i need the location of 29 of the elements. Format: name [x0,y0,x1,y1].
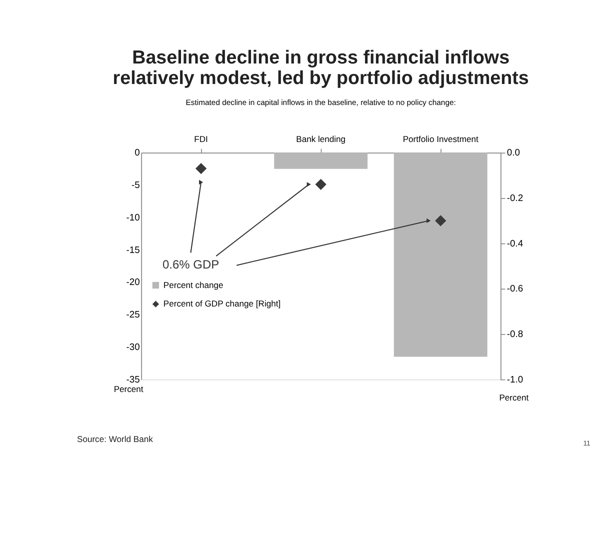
y-tick-label: -20 [126,276,140,288]
point [195,162,207,174]
y2-tick-label: -0.8 [506,328,524,340]
x-tick-label: Bank lending [296,134,346,144]
point [435,215,446,226]
y2-axis-title: Percent [499,392,530,402]
y-tick-label: -25 [126,308,140,320]
chart-subtitle: Estimated decline in capital inflows in the baseline, relative to no policy change: [186,98,456,107]
y-tick-label: -30 [126,341,140,352]
y-tick-label: -5 [132,179,140,190]
x-tick-label: Portfolio Investment [402,134,479,144]
y-tick-label: -10 [126,211,140,222]
legend-label: Percent change [163,280,224,290]
y-tick-label: -35 [126,373,140,384]
y2-tick-label: -1.0 [506,373,524,384]
text: Baseline decline in gross financial inflows [132,46,510,68]
x-tick-label: FDI [194,134,208,144]
y2-tick-label: -0.4 [506,237,524,248]
legend-label: Percent of GDP change [Right] [163,298,281,309]
y2-tick-label: -0.2 [506,192,524,204]
annotation: 0.6% GDP [162,258,220,272]
y-axis-title: Percent [114,384,144,394]
point [315,178,326,190]
text: relatively modest, led by portfolio adjustments [112,67,529,88]
y-tick-label: 0 [134,146,140,158]
y2-tick-label: -0.6 [506,282,524,294]
y-tick-label: -15 [126,244,140,255]
source-note: Source: World Bank [77,434,154,444]
y2-tick-label: 0.0 [506,146,520,158]
